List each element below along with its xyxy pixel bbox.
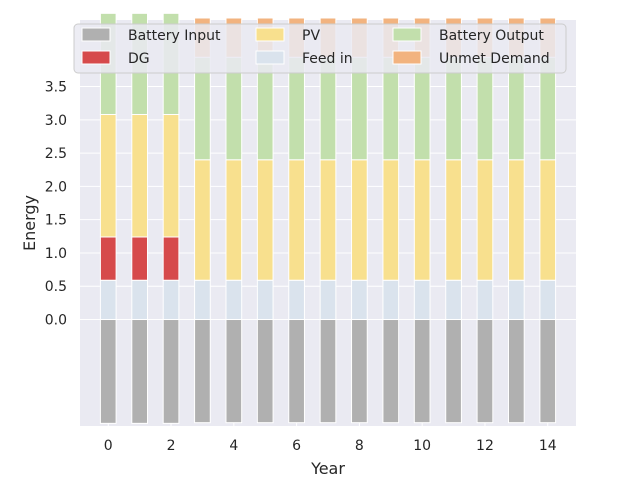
legend: Battery Input PV Battery Output DG Feed in Un… [73,23,567,74]
bar-feed-in [445,279,462,321]
bar-feed-in [382,279,400,321]
bar-battery-input [162,319,180,424]
bar-dg [131,236,148,281]
bar-feed-in [413,279,431,321]
bar-battery-input [539,319,557,424]
bar-battery-input [256,319,274,424]
bar-pv [539,159,557,281]
x-tick-label: 12 [476,438,494,454]
bar-battery-input [508,319,525,424]
bar-pv [319,159,337,281]
bar-dg [162,236,180,281]
legend-swatch-pv [255,27,285,42]
legend-swatch-unmet-demand [392,50,422,65]
bars-layer [99,12,557,424]
bar-feed-in [162,279,180,321]
bar-battery-input [445,319,462,424]
legend-swatch-feed-in [255,50,285,65]
bar-pv [351,159,368,281]
bar-feed-in [508,279,525,321]
bar-feed-in [99,279,117,321]
legend-swatch-dg [81,50,111,65]
y-axis-label: Energy [20,195,39,251]
bar-pv [99,114,117,238]
bar-feed-in [256,279,274,321]
bar-pv [382,159,400,281]
bar-feed-in [319,279,337,321]
y-tick-label: 1.5 [45,213,67,229]
bar-feed-in [288,279,305,321]
y-tick-label: 2.0 [45,179,67,195]
bar-dg [99,236,117,281]
x-tick-label: 4 [229,438,238,454]
bar-battery-input [476,319,494,424]
bar-pv [413,159,431,281]
bar-battery-input [194,319,211,424]
y-tick-label: 0.0 [45,313,67,329]
legend-label-battery-input: Battery Input [128,28,221,44]
y-tick-label: 0.5 [45,279,67,295]
bar-feed-in [194,279,211,321]
legend-box [73,23,567,74]
bar-pv [225,159,243,281]
legend-swatch-battery-output [392,27,422,42]
bar-feed-in [225,279,243,321]
bar-battery-input [319,319,337,424]
y-tick-label: 3.0 [45,113,67,129]
legend-label-pv: PV [302,28,320,44]
bar-pv [508,159,525,281]
y-tick-labels: 0.0 0.5 1.0 1.5 2.0 2.5 3.0 3.5 [45,80,67,329]
x-tick-label: 6 [292,438,301,454]
legend-label-battery-output: Battery Output [439,28,544,44]
bar-battery-input [99,319,117,424]
x-tick-label: 10 [413,438,431,454]
x-tick-label: 0 [104,438,113,454]
legend-label-unmet-demand: Unmet Demand [439,51,550,67]
x-tick-label: 2 [167,438,176,454]
bar-feed-in [131,279,148,321]
y-tick-label: 2.5 [45,146,67,162]
bar-battery-input [351,319,368,424]
x-tick-labels: 0 2 4 6 8 10 12 14 [104,438,557,454]
bar-pv [288,159,305,281]
bar-feed-in [351,279,368,321]
bar-pv [131,114,148,238]
bar-pv [256,159,274,281]
bar-pv [476,159,494,281]
bar-feed-in [539,279,557,321]
legend-swatch-battery-input [81,27,111,42]
legend-label-dg: DG [128,51,150,67]
y-tick-label: 3.5 [45,80,67,96]
bar-pv [445,159,462,281]
y-tick-label: 1.0 [45,246,67,262]
x-tick-label: 14 [539,438,557,454]
bar-battery-input [131,319,148,424]
bar-pv [194,159,211,281]
x-axis-label: Year [310,459,345,478]
bar-battery-input [225,319,243,424]
bar-feed-in [476,279,494,321]
x-tick-label: 8 [355,438,364,454]
bar-battery-input [413,319,431,424]
legend-label-feed-in: Feed in [302,51,353,67]
bar-battery-input [382,319,400,424]
bar-battery-input [288,319,305,424]
bar-pv [162,114,180,238]
